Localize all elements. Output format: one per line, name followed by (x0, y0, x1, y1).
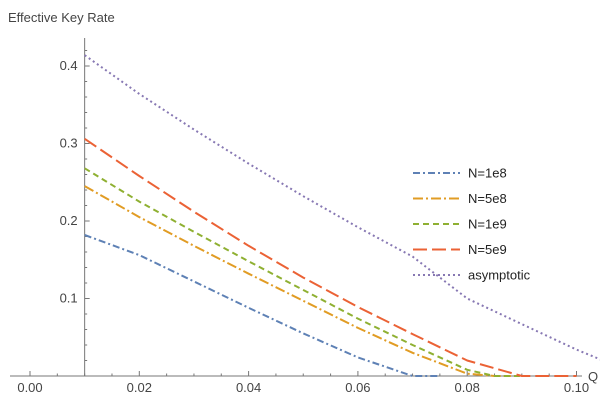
x-tick-label: 0.04 (236, 380, 261, 395)
series-line-n-5e9 (84, 137, 577, 377)
legend-label: asymptotic (468, 268, 531, 283)
x-tick-label: 0.10 (564, 380, 589, 395)
plot-lines (84, 54, 600, 377)
legend: N=1e8 N=5e8 N=1e9 N=5e9 asymptotic (413, 166, 531, 283)
x-tick-label: 0.06 (345, 380, 370, 395)
x-tick-label: 0.08 (455, 380, 480, 395)
y-axis-title: Effective Key Rate (8, 10, 115, 25)
legend-label: N=5e8 (468, 191, 507, 206)
x-tick-label: 0.02 (127, 380, 152, 395)
y-tick-label: 0.4 (60, 58, 78, 73)
series-line-n-1e8 (84, 234, 440, 377)
y-tick-label: 0.3 (60, 136, 78, 151)
y-tick-label: 0.1 (60, 291, 78, 306)
series-line-n-1e9 (84, 167, 522, 377)
series-line-n-5e8 (84, 185, 511, 377)
series-line-asymptotic (84, 54, 600, 361)
legend-label: N=5e9 (468, 242, 507, 257)
y-tick-label: 0.2 (60, 213, 78, 228)
legend-label: N=1e9 (468, 217, 507, 232)
axes: 0.00 0.02 0.04 0.06 0.08 0.10 0.1 0.2 0.3 0.4 (10, 38, 589, 395)
legend-label: N=1e8 (468, 166, 507, 181)
x-axis-title: Q (588, 369, 598, 384)
x-tick-label: 0.00 (17, 380, 42, 395)
